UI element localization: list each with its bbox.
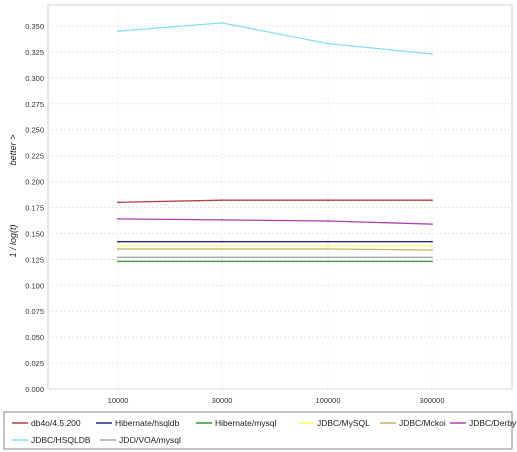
data-point	[221, 219, 223, 221]
data-point	[221, 22, 223, 24]
y-tick-label: 0.100	[25, 281, 44, 290]
legend-item-label: JDBC/HSQLDB	[31, 435, 91, 445]
y-tick-label: 0.150	[25, 229, 44, 238]
data-point	[221, 199, 223, 202]
grid	[48, 5, 512, 390]
data-point	[327, 220, 329, 222]
data-point	[431, 260, 433, 263]
x-tick-label: 10000	[108, 396, 129, 405]
y-tick-label: 0.325	[25, 48, 44, 57]
legend-item-label: Hibernate/mysql	[215, 418, 277, 428]
data-point	[327, 42, 329, 45]
series-line	[117, 22, 433, 55]
data-point	[221, 240, 223, 243]
y-axis-title-main: 1 / log(t)	[8, 224, 18, 257]
y-tick-label: 0.125	[25, 255, 44, 264]
data-point	[117, 201, 119, 204]
data-point	[221, 260, 223, 263]
legend: db4o/4.5.200 Hibernate/hsqldb Hibernate/my…	[12, 418, 517, 445]
data-point	[327, 256, 329, 259]
x-tick-label: 30000	[212, 396, 233, 405]
legend-item-label: Hibernate/hsqldb	[115, 418, 180, 428]
data-point	[221, 248, 223, 250]
legend-item-label: JDBC/Derby	[469, 418, 517, 428]
data-point	[117, 248, 119, 250]
data-point	[431, 223, 433, 226]
data-point	[327, 260, 329, 263]
data-point	[117, 240, 119, 243]
y-tick-label: 0.000	[25, 385, 44, 394]
data-point	[221, 245, 223, 247]
y-tick-label: 0.225	[25, 152, 44, 161]
data-point	[221, 256, 223, 259]
data-point	[327, 248, 329, 250]
legend-item-label: JDBC/Mckoi	[399, 418, 446, 428]
data-point	[117, 256, 119, 259]
x-tick-label: 100000	[315, 396, 340, 405]
y-tick-label: 0.200	[25, 178, 44, 187]
legend-item-label: JDO/VOA/mysql	[119, 435, 181, 445]
y-tick-label: 0.050	[25, 333, 44, 342]
data-point	[431, 53, 433, 55]
legend-item-label: JDBC/MySQL	[317, 418, 370, 428]
y-axis-title: 1 / log(t) better >	[8, 135, 18, 258]
series-line	[118, 248, 433, 251]
y-tick-label: 0.075	[25, 307, 44, 316]
data-point	[431, 240, 433, 243]
y-tick-label: 0.025	[25, 359, 44, 368]
data-point	[431, 199, 433, 202]
y-axis-title-hint: better >	[8, 135, 18, 166]
y-tick-label: 0.250	[25, 126, 44, 135]
y-tick-label: 0.300	[25, 74, 44, 83]
y-tick-label: 0.275	[25, 100, 44, 109]
data-point	[431, 256, 433, 259]
x-tick-label: 300000	[419, 396, 444, 405]
x-tick-labels: 10000 30000 100000 300000	[108, 396, 445, 405]
y-tick-label: 0.350	[25, 22, 44, 31]
plot-area	[47, 4, 513, 390]
data-point	[327, 245, 329, 247]
data-point	[431, 245, 433, 247]
data-point	[117, 245, 119, 247]
series-line	[117, 199, 432, 203]
y-tick-labels: 0.000 0.025 0.050 0.075 0.100 0.125 0.150 0.175…	[25, 22, 44, 394]
data-point	[327, 199, 329, 202]
series-line	[117, 218, 433, 225]
legend-item-label: db4o/4.5.200	[31, 418, 81, 428]
y-tick-label: 0.175	[25, 204, 44, 213]
data-point	[327, 240, 329, 243]
data-point	[431, 249, 433, 251]
data-point	[117, 218, 119, 220]
data-point	[117, 30, 119, 33]
legend-box	[3, 411, 513, 450]
series-lines	[117, 22, 433, 263]
data-point	[117, 260, 119, 263]
